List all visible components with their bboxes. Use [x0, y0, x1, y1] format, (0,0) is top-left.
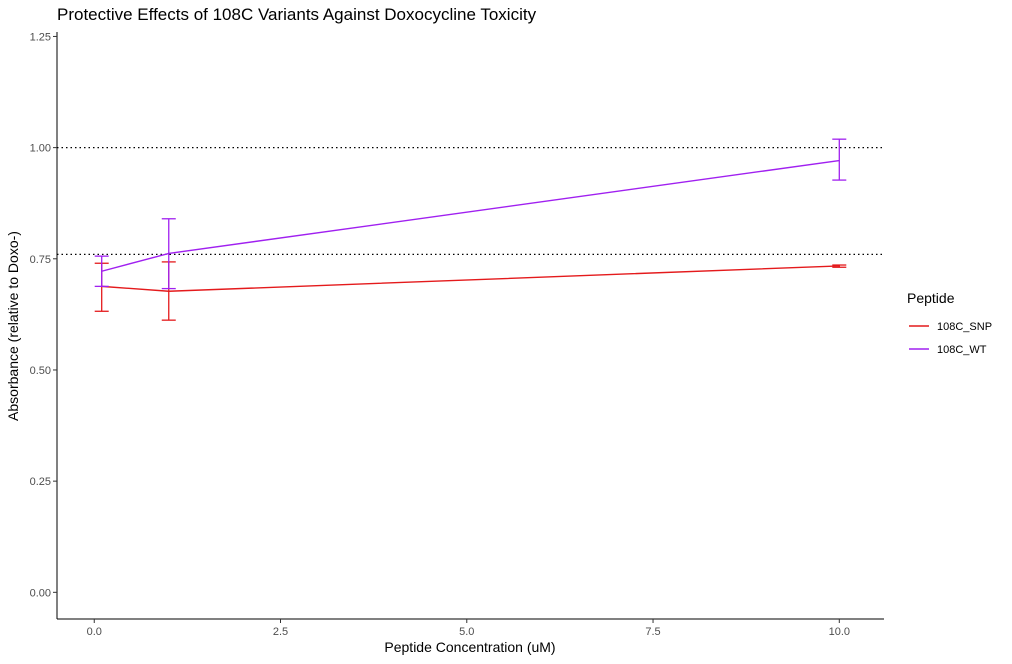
x-axis-title: Peptide Concentration (uM) — [384, 639, 555, 655]
y-axis-title: Absorbance (relative to Doxo-) — [5, 231, 21, 421]
legend-label: 108C_SNP — [937, 321, 992, 333]
y-tick-label: 0.00 — [30, 587, 51, 599]
y-tick-label: 1.00 — [30, 143, 51, 155]
y-tick-label: 0.25 — [30, 476, 51, 488]
y-tick-label: 1.25 — [30, 31, 51, 43]
error-bar — [161, 218, 176, 290]
x-tick-label: 7.5 — [645, 626, 660, 638]
x-tick-label: 5.0 — [459, 626, 474, 638]
x-axis-ticks: 0.0 2.5 5.0 7.5 10.0 — [87, 619, 850, 638]
error-bar — [832, 264, 847, 268]
legend-label: 108C_WT — [937, 344, 987, 356]
error-bar — [832, 138, 847, 181]
y-tick-label: 0.50 — [30, 365, 51, 377]
series-line — [101, 265, 840, 292]
chart-title: Protective Effects of 108C Variants Agai… — [57, 5, 537, 24]
x-tick-label: 0.0 — [87, 626, 102, 638]
legend: Peptide 108C_SNP 108C_WT — [907, 290, 992, 356]
error-bar — [94, 255, 109, 288]
y-tick-label: 0.75 — [30, 254, 51, 266]
series-layer — [94, 138, 847, 321]
x-tick-label: 10.0 — [829, 626, 850, 638]
legend-title: Peptide — [907, 290, 955, 306]
reference-lines — [57, 147, 884, 255]
x-tick-label: 2.5 — [273, 626, 288, 638]
y-axis-ticks: 0.00 0.25 0.50 0.75 1.00 1.25 — [30, 31, 57, 599]
